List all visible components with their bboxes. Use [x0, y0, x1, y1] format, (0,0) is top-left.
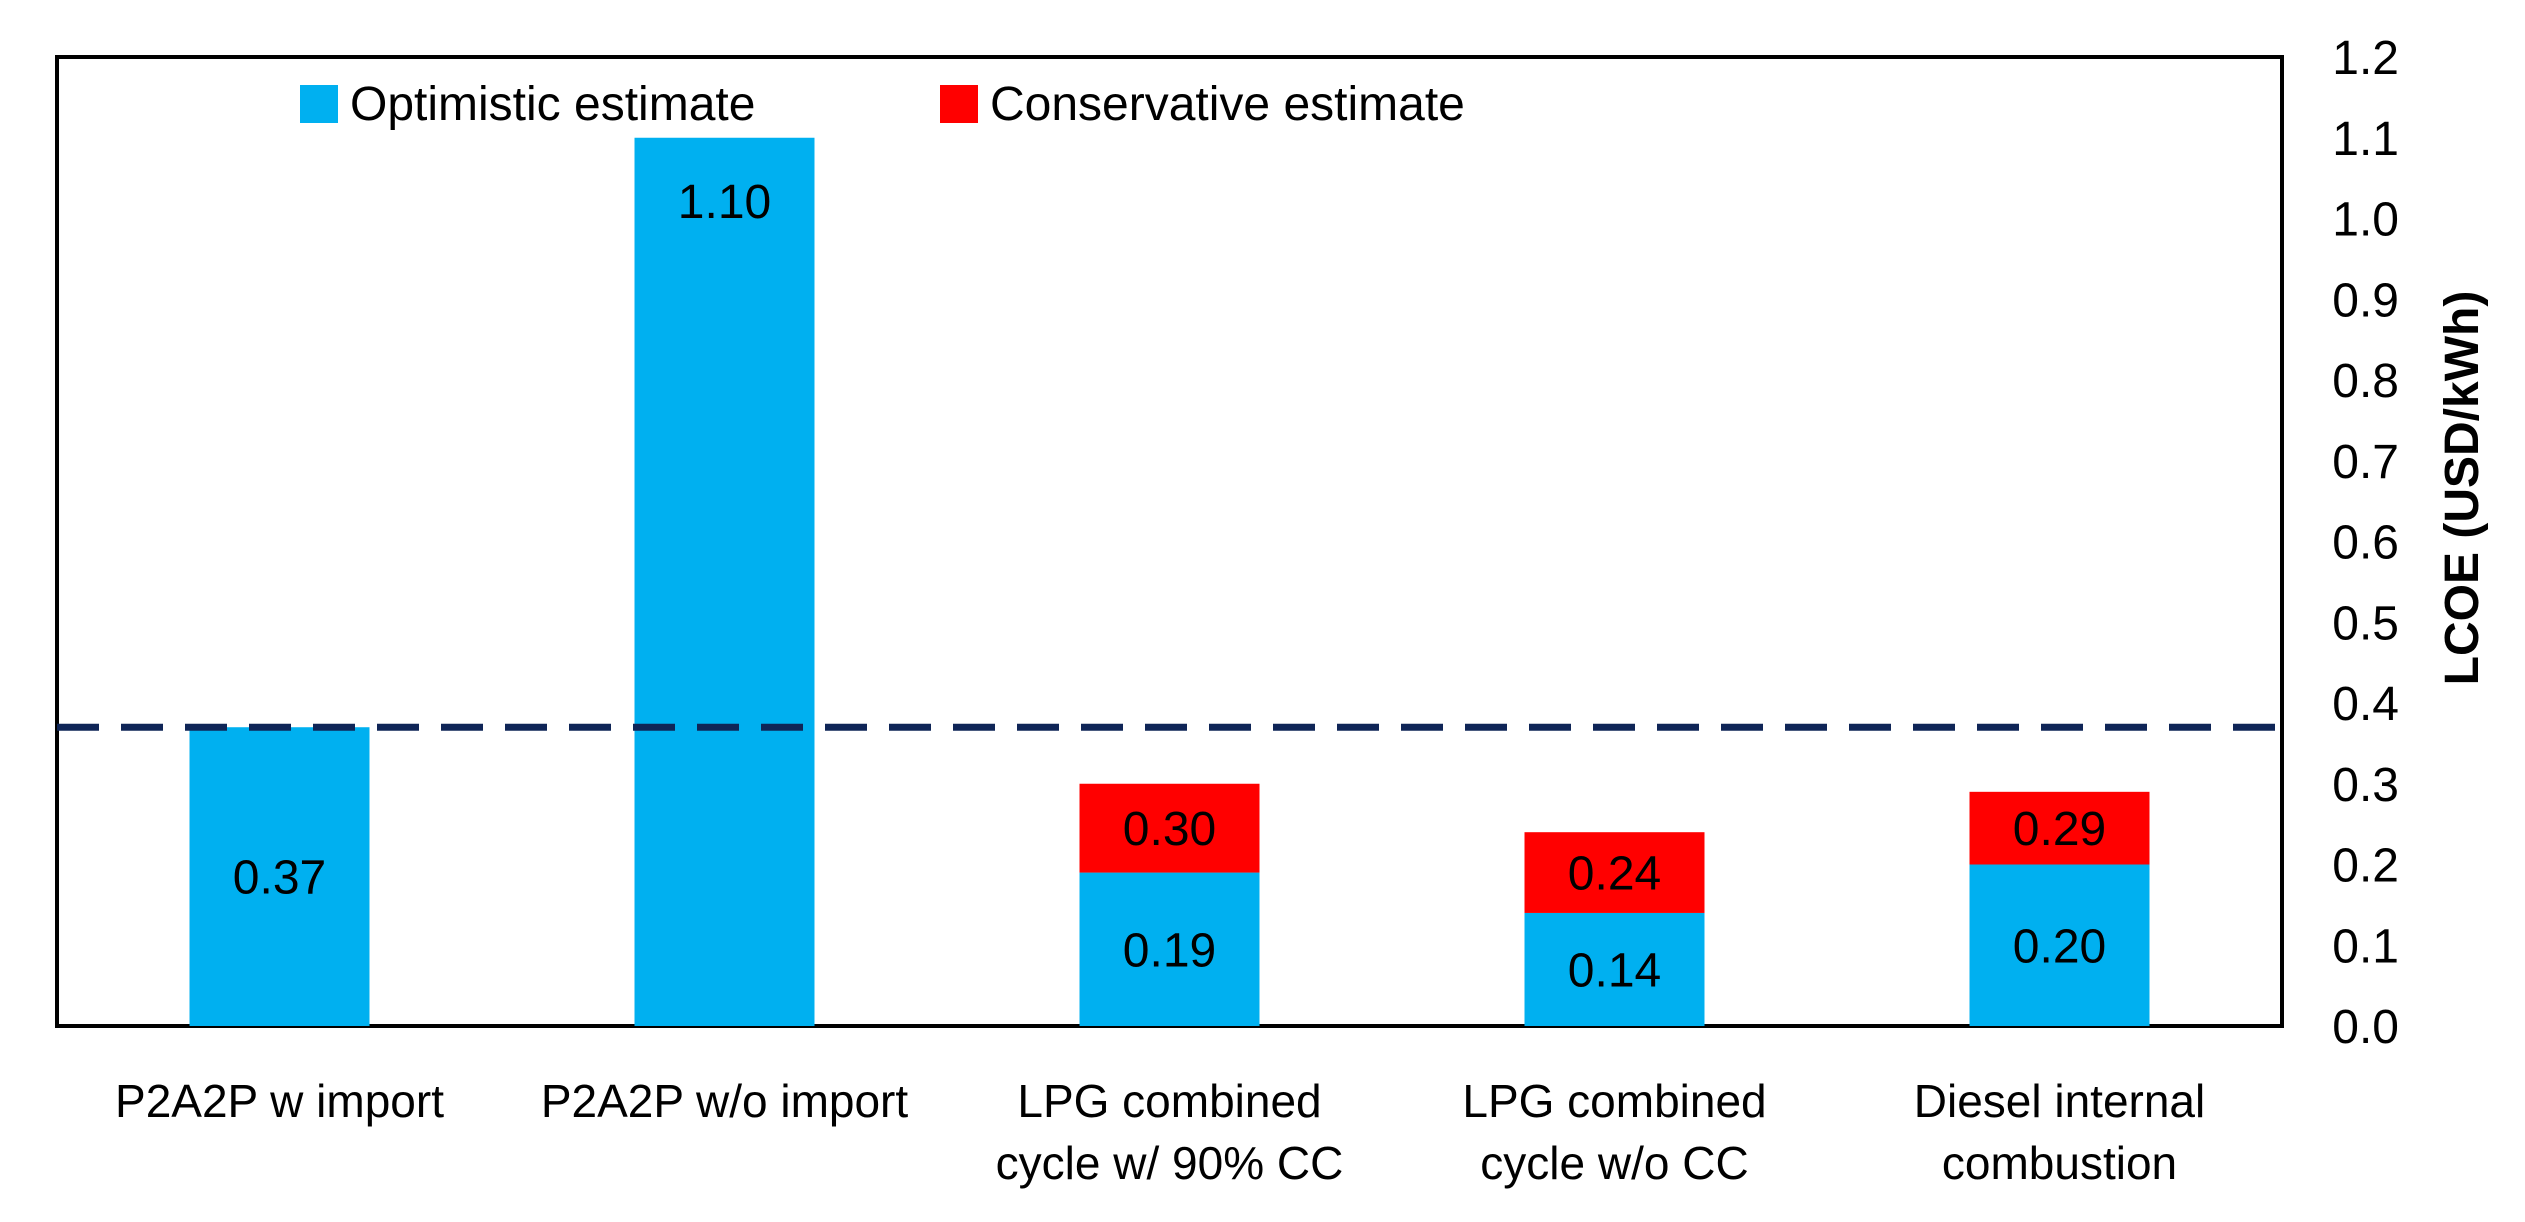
y-tick-label: 0.4 [2332, 678, 2399, 731]
x-category-label: cycle w/o CC [1480, 1137, 1748, 1189]
data-label-conservative: 0.24 [1568, 848, 1661, 901]
data-label-optimistic: 0.14 [1568, 944, 1661, 997]
data-label-optimistic: 1.10 [678, 176, 771, 229]
bar-optimistic [634, 137, 815, 1026]
y-tick-label: 0.3 [2332, 759, 2399, 812]
y-tick-label: 0.0 [2332, 1001, 2399, 1054]
y-axis-title: LCOE (USD/kWh) [2436, 291, 2489, 686]
data-label-optimistic: 0.37 [233, 852, 326, 905]
bar-optimistic [1524, 912, 1705, 1026]
y-tick-label: 1.0 [2332, 194, 2399, 247]
x-category-label: LPG combined [1017, 1075, 1321, 1127]
x-category-label: P2A2P w/o import [541, 1075, 909, 1127]
data-label-optimistic: 0.20 [2013, 920, 2106, 973]
x-category-label: LPG combined [1462, 1075, 1766, 1127]
y-axis: 0.0 0.1 0.2 0.3 0.4 0.5 0.6 0.7 0.8 0.9 1.0 1.1 1.2 [2332, 32, 2399, 1054]
x-category-label: cycle w/ 90% CC [996, 1137, 1344, 1189]
bar-optimistic [1969, 864, 2150, 1026]
bar-optimistic [1079, 872, 1260, 1026]
y-tick-label: 0.7 [2332, 436, 2399, 489]
bars [189, 137, 2150, 1026]
data-label-conservative: 0.30 [1123, 803, 1216, 856]
y-tick-label: 0.9 [2332, 274, 2399, 327]
x-category-label: Diesel internal [1914, 1075, 2205, 1127]
y-tick-label: 1.1 [2332, 113, 2399, 166]
y-tick-label: 0.6 [2332, 517, 2399, 570]
legend-label-conservative: Conservative estimate [990, 78, 1465, 131]
legend: Optimistic estimate Conservative estimate [300, 78, 1465, 131]
bar-conservative [1969, 791, 2150, 865]
x-axis: P2A2P w import P2A2P w/o import LPG combin… [115, 1075, 2205, 1189]
data-label-optimistic: 0.19 [1123, 924, 1216, 977]
y-tick-label: 0.1 [2332, 920, 2399, 973]
bar-conservative [1079, 783, 1260, 873]
y-tick-label: 0.8 [2332, 355, 2399, 408]
x-category-label: combustion [1942, 1137, 2177, 1189]
x-category-label: P2A2P w import [115, 1075, 444, 1127]
bar-conservative [1524, 832, 1705, 913]
legend-swatch-conservative [940, 85, 978, 123]
y-tick-label: 0.5 [2332, 597, 2399, 650]
y-tick-label: 0.2 [2332, 840, 2399, 893]
data-labels: 0.37 1.10 0.30 0.19 0.24 0.14 0.29 0.20 [233, 176, 2106, 998]
legend-label-optimistic: Optimistic estimate [350, 78, 755, 131]
legend-swatch-optimistic [300, 85, 338, 123]
y-tick-label: 1.2 [2332, 32, 2399, 85]
data-label-conservative: 0.29 [2013, 803, 2106, 856]
bar-optimistic [189, 727, 370, 1026]
